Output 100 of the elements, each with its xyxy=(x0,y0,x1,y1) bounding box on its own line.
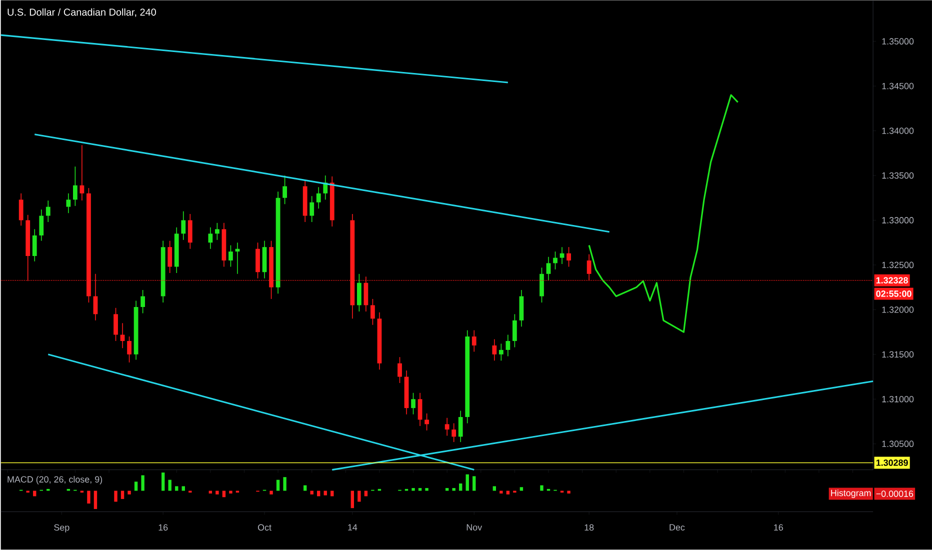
candlestick xyxy=(512,314,517,348)
bar xyxy=(350,490,354,508)
candlestick xyxy=(586,254,592,281)
y-tick-label: 1.33000 xyxy=(882,217,914,224)
y-tick-label: 1.31500 xyxy=(882,351,914,358)
bar xyxy=(182,486,185,491)
candlestick xyxy=(546,256,551,281)
text: 02:55:00 xyxy=(876,290,912,298)
y-tick-label: 1.35000 xyxy=(882,38,914,45)
bar xyxy=(540,485,544,491)
bar xyxy=(567,490,570,494)
candlestick xyxy=(114,308,118,342)
text: U.S. Dollar / Canadian Dollar, 240 xyxy=(8,8,156,18)
candlestick xyxy=(492,338,497,362)
candlestick xyxy=(282,175,287,205)
candlestick xyxy=(39,209,44,242)
bar xyxy=(358,490,361,502)
candlestick xyxy=(18,193,24,226)
bar xyxy=(128,490,131,495)
bar xyxy=(270,490,273,495)
y-tick-label: 1.30500 xyxy=(882,440,914,448)
bar xyxy=(87,490,90,504)
bar xyxy=(216,490,219,495)
candlestick xyxy=(540,267,544,304)
candlestick xyxy=(80,144,84,202)
y-tick-label: 1.33500 xyxy=(882,172,914,179)
candlestick xyxy=(472,330,476,352)
x-tick-label: Sep xyxy=(54,524,70,533)
candlestick xyxy=(228,245,233,268)
candlestick xyxy=(46,200,50,223)
candlestick xyxy=(140,290,146,314)
candlestick xyxy=(458,410,463,443)
bar xyxy=(418,488,422,491)
bar xyxy=(141,475,144,491)
candlestick xyxy=(168,240,172,274)
y-tick-label: 1.34500 xyxy=(882,83,914,90)
candlestick xyxy=(398,356,402,384)
bar xyxy=(452,488,456,491)
bar xyxy=(161,472,165,491)
candlestick xyxy=(424,413,429,431)
bar xyxy=(134,482,138,491)
candlestick xyxy=(188,214,192,250)
bar xyxy=(520,487,524,491)
bar xyxy=(412,488,415,491)
x-tick-label: Dec xyxy=(670,524,685,531)
candlestick xyxy=(560,246,564,265)
candlestick xyxy=(411,392,416,415)
x-tick-label: 14 xyxy=(348,524,358,531)
candlestick xyxy=(566,246,571,268)
bar xyxy=(466,474,469,491)
candlestick xyxy=(66,193,71,214)
candlestick xyxy=(553,251,558,270)
x-tick-label: Nov xyxy=(466,524,482,531)
bar xyxy=(168,480,172,491)
candlestick xyxy=(32,228,37,262)
candlestick xyxy=(418,392,422,426)
candlestick xyxy=(120,322,125,349)
x-tick-label: 16 xyxy=(774,524,783,531)
candlestick xyxy=(72,166,78,206)
candlestick xyxy=(208,227,213,250)
bar xyxy=(229,490,232,494)
candlestick xyxy=(316,186,321,210)
bar xyxy=(472,476,476,491)
x-tick-label: 18 xyxy=(584,524,594,531)
line-series xyxy=(588,94,739,333)
bar xyxy=(94,490,98,510)
ref-line-label: 1.32328 xyxy=(876,277,908,284)
bar xyxy=(425,488,428,491)
bar xyxy=(303,485,307,491)
bar xyxy=(310,490,314,495)
y-tick-label: 1.31000 xyxy=(882,396,914,402)
y-tick-label: 1.34000 xyxy=(882,128,914,134)
text: −0.00016 xyxy=(876,490,914,498)
candlestick xyxy=(214,222,220,240)
bar xyxy=(500,490,503,494)
candlestick xyxy=(506,334,510,357)
y-tick-label: 1.32000 xyxy=(882,306,914,313)
candlestick xyxy=(356,274,362,312)
bar xyxy=(283,477,286,491)
bar xyxy=(459,484,462,491)
bar xyxy=(276,480,280,491)
x-tick-label: 16 xyxy=(158,524,168,531)
y-tick-label: 1.32500 xyxy=(882,262,914,268)
candlestick xyxy=(444,418,450,436)
bar xyxy=(114,490,118,502)
candlestick xyxy=(181,211,186,240)
annotation: Histogram xyxy=(831,490,871,498)
candlestick xyxy=(370,298,375,326)
candlestick xyxy=(452,423,456,443)
bar xyxy=(175,486,178,491)
candlestick xyxy=(310,196,314,223)
x-tick-label: Oct xyxy=(258,524,272,531)
bar xyxy=(492,486,496,491)
chart-title: MACD (20, 26, close, 9) xyxy=(8,476,102,484)
ref-line-label: 1.30289 xyxy=(876,460,908,466)
candlestick xyxy=(127,336,132,363)
bar xyxy=(120,490,124,500)
bar xyxy=(324,490,327,496)
candlestick xyxy=(498,343,504,362)
bar xyxy=(445,488,449,491)
